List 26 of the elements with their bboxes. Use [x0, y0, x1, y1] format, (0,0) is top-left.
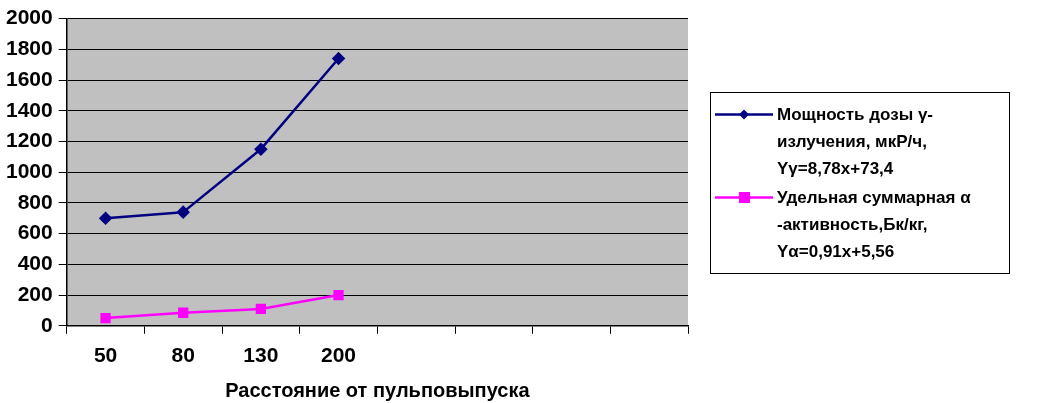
y-tick-label: 200 [17, 281, 53, 305]
y-tick-label: 400 [17, 251, 53, 275]
y-tick-label: 1200 [6, 128, 53, 152]
y-tick-label: 1400 [6, 97, 53, 121]
y-tick-label: 600 [17, 220, 53, 244]
y-tick-label: 1000 [6, 159, 53, 182]
point [333, 289, 344, 301]
x-tick-label: 130 [243, 343, 279, 367]
y-tick-label: 0 [41, 312, 53, 336]
point [176, 205, 190, 219]
point [332, 52, 345, 65]
legend-label: Мощность дозы γ-излучения, мкР/ч, Yγ=8,78х+73,4 [777, 104, 935, 180]
x-tick-label: 50 [93, 343, 118, 367]
y-tick-label: 1800 [6, 36, 53, 60]
x-tick-label: 200 [321, 343, 357, 367]
legend-label: Удельная суммарная α -активность,Бк/кг, Yα=0,91х+5,56 [777, 187, 972, 263]
point [99, 212, 112, 225]
point [178, 307, 189, 318]
x-tick-label: 80 [171, 343, 195, 367]
y-tick-label: 2000 [6, 5, 53, 29]
y-tick-label: 800 [17, 189, 53, 213]
point [255, 303, 267, 315]
point [100, 312, 111, 324]
point [254, 142, 268, 156]
x-axis-title: Расстояние от пульповыпуска [225, 378, 531, 401]
y-tick-label: 1600 [6, 66, 53, 90]
